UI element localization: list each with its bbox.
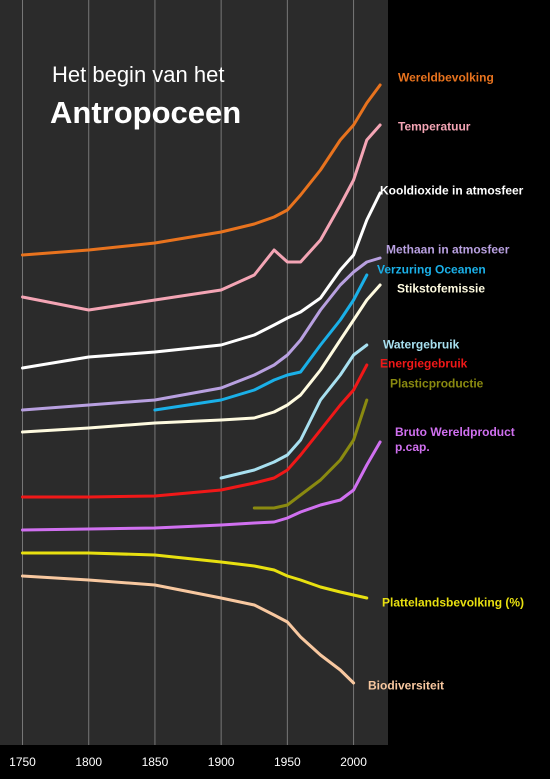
- series-line: [21, 551, 369, 600]
- x-tick-label: 1900: [208, 755, 235, 769]
- x-tick-label: 1750: [9, 755, 36, 769]
- series-line: [21, 363, 369, 499]
- series-label: Bruto Wereldproduct p.cap.: [395, 425, 515, 454]
- series-label: Biodiversiteit: [368, 678, 445, 693]
- series-label: Stikstofemissie: [397, 281, 486, 296]
- series-line: [153, 273, 369, 412]
- series-label: Methaan in atmosfeer: [386, 242, 510, 257]
- x-tick-label: 1950: [274, 755, 301, 769]
- series-line: [219, 343, 369, 480]
- series-label: Verzuring Oceanen: [377, 262, 486, 277]
- series-line: [21, 256, 382, 412]
- x-tick-label: 1800: [75, 755, 102, 769]
- series-label: Kooldioxide in atmosfeer: [380, 183, 524, 198]
- series-line: [21, 123, 382, 312]
- series-line: [21, 191, 382, 370]
- series-label: Plasticproductie: [390, 376, 484, 391]
- x-tick-label: 2000: [340, 755, 367, 769]
- series-label: Temperatuur: [398, 119, 471, 134]
- series-label: Wereldbevolking: [398, 70, 494, 85]
- series-line: [21, 574, 356, 685]
- chart-subtitle: Antropoceen: [50, 95, 241, 130]
- series-line: [21, 83, 382, 257]
- series-label: Plattelandsbevolking (%): [382, 595, 525, 610]
- series-label: Watergebruik: [383, 337, 460, 352]
- x-tick-label: 1850: [142, 755, 169, 769]
- series-line: [21, 440, 382, 532]
- series-line: [21, 283, 382, 434]
- series-label: Energiegebruik: [380, 356, 468, 371]
- chart-title: Het begin van het: [52, 62, 224, 87]
- series-line: [252, 398, 369, 510]
- plot-area: [0, 0, 388, 745]
